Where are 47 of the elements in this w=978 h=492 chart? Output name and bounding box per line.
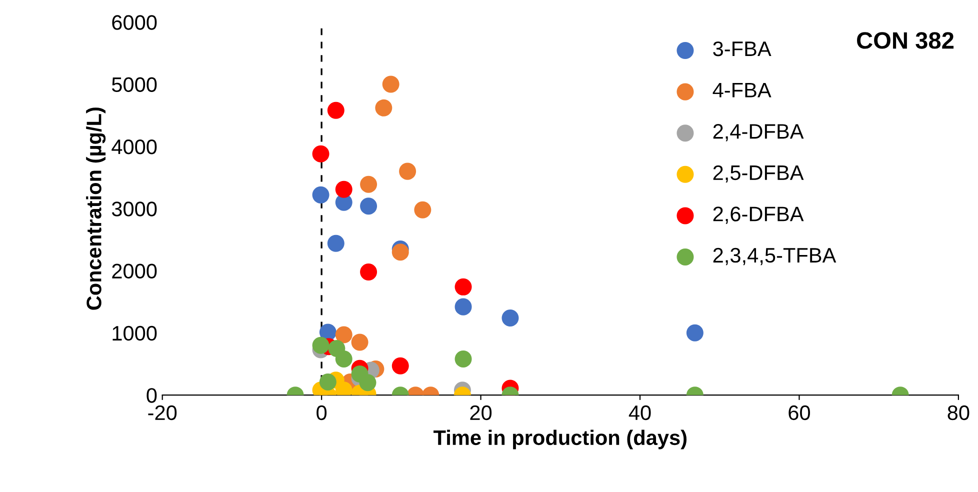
- y-tick-label: 3000: [112, 202, 157, 216]
- y-axis-title: Concentration (µg/L): [86, 108, 106, 310]
- y-tick-label: 5000: [112, 77, 157, 92]
- x-tick-label: 20: [470, 405, 492, 420]
- point: [335, 326, 352, 344]
- point: [382, 76, 400, 93]
- point: [359, 374, 376, 392]
- x-tick-label: 60: [788, 405, 810, 420]
- x-tick-label: 0: [316, 405, 327, 420]
- x-tick-label: 80: [948, 405, 970, 420]
- point: [454, 278, 472, 296]
- point: [454, 298, 472, 316]
- point: [312, 186, 330, 204]
- point: [327, 234, 344, 252]
- legend-label: 2,6-DFBA: [713, 206, 804, 224]
- x-tick-label: -20: [148, 405, 177, 420]
- y-tick-label: 6000: [112, 15, 157, 30]
- y-tick-label: 4000: [112, 139, 157, 154]
- x-tick-label: 40: [628, 405, 651, 420]
- point: [351, 334, 368, 351]
- legend-label: 2,3,4,5-TFBA: [713, 248, 836, 266]
- point: [686, 324, 704, 342]
- point: [360, 176, 378, 193]
- point: [312, 336, 330, 354]
- point: [392, 357, 409, 374]
- point: [360, 264, 378, 281]
- y-tick-label: 0: [146, 388, 157, 403]
- annotation: CON 382: [857, 32, 954, 49]
- legend-label: 2,4-DFBA: [713, 124, 804, 142]
- point: [335, 350, 352, 368]
- point: [312, 145, 330, 162]
- point: [360, 198, 378, 215]
- point: [399, 162, 416, 180]
- point: [414, 201, 432, 218]
- point: [327, 102, 344, 119]
- legend-label: 3-FBA: [713, 41, 772, 56]
- point: [454, 350, 472, 368]
- y-tick-label: 2000: [112, 264, 157, 279]
- point: [375, 99, 392, 116]
- point: [392, 244, 409, 261]
- legend-label: 2,5-DFBA: [713, 165, 804, 183]
- point: [502, 310, 519, 327]
- y-tick-label: 1000: [112, 326, 157, 341]
- x-axis-title: Time in production (days): [434, 430, 687, 450]
- point: [335, 180, 352, 198]
- point: [319, 374, 336, 391]
- legend-label: 4-FBA: [712, 82, 772, 98]
